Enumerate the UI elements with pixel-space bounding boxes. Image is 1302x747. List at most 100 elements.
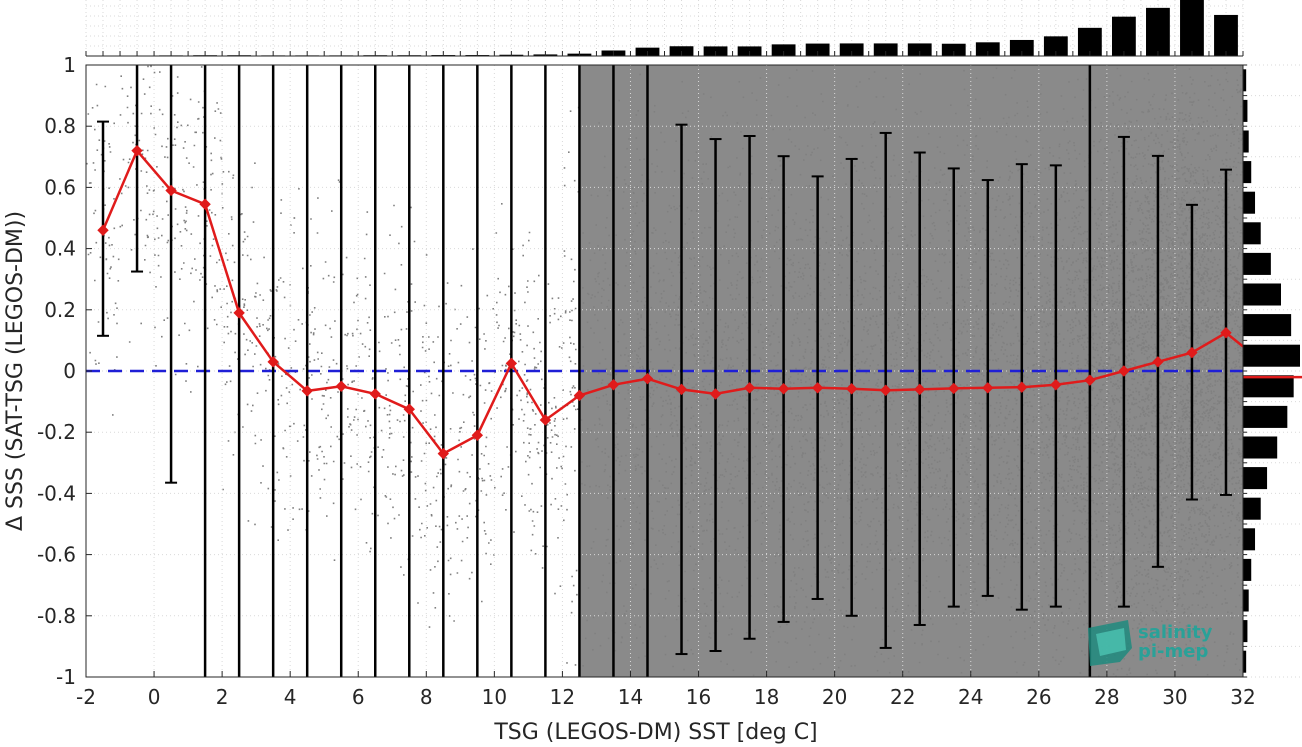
logo-line1: salinity: [1138, 622, 1213, 643]
right-histogram-grid: [1243, 64, 1302, 678]
mean-point: [607, 379, 620, 391]
y-tick-label: 1: [63, 53, 76, 77]
x-tick-label: 4: [284, 685, 297, 709]
mean-point: [777, 383, 790, 395]
y-tick-label: 0.6: [44, 175, 76, 199]
mean-point: [743, 382, 756, 394]
right-hist-bar: [1243, 620, 1248, 643]
x-tick-label: 6: [352, 685, 365, 709]
right-hist-bar: [1243, 589, 1249, 612]
mean-point: [369, 388, 381, 400]
y-axis-label: Δ SSS (SAT-TSG (LEGOS-DM)): [3, 211, 28, 531]
x-tick-label: 22: [890, 685, 915, 709]
logo-emblem-highlight: [1096, 628, 1126, 656]
right-hist-bar: [1243, 252, 1271, 275]
mean-point: [437, 447, 450, 460]
y-tick-label: -0.2: [37, 420, 76, 444]
mean-point: [709, 388, 722, 400]
mean-point: [982, 382, 994, 394]
right-hist-bar: [1243, 436, 1278, 459]
mean-point: [1118, 365, 1130, 377]
x-tick-label: 26: [1026, 685, 1051, 709]
y-tick-label: -0.6: [37, 543, 76, 567]
top-hist-bar: [771, 44, 796, 56]
mean-point: [267, 356, 279, 368]
right-hist-bar: [1243, 314, 1292, 337]
x-tick-label: 10: [482, 685, 507, 709]
top-hist-bar: [1146, 7, 1170, 56]
grid-lines: [86, 65, 1243, 677]
mean-series: [97, 144, 1243, 460]
x-tick-label: 20: [822, 685, 847, 709]
mean-point: [471, 429, 484, 441]
mean-point: [1084, 374, 1096, 386]
y-tick-label: 0.8: [44, 114, 76, 138]
mean-point: [131, 144, 143, 157]
x-tick-label: 2: [216, 685, 229, 709]
mean-point: [199, 198, 211, 210]
x-tick-label: -2: [76, 685, 96, 709]
mean-point: [1050, 379, 1062, 391]
top-hist-bar: [1077, 27, 1102, 56]
right-histogram: [1242, 64, 1302, 678]
mean-point: [845, 383, 858, 395]
right-hist-bar: [1243, 375, 1294, 398]
x-tick-label: 0: [148, 685, 161, 709]
right-hist-bar: [1243, 69, 1247, 92]
x-tick-label: 32: [1230, 685, 1255, 709]
mean-point: [675, 383, 688, 396]
top-hist-bar: [873, 43, 898, 56]
mean-point: [1152, 356, 1164, 368]
mean-point: [301, 385, 313, 397]
right-hist-bar: [1243, 467, 1268, 490]
right-hist-bar: [1243, 497, 1261, 520]
right-hist-bar: [1243, 650, 1247, 673]
top-hist-bar: [1180, 0, 1204, 56]
top-histogram: [85, 0, 1244, 57]
y-tick-label: -0.4: [37, 481, 76, 505]
right-hist-bar: [1243, 191, 1256, 214]
right-hist-bar: [1243, 344, 1300, 367]
logo-line2: pi-mep: [1138, 641, 1208, 662]
mean-point: [948, 382, 960, 395]
right-hist-bar: [1243, 283, 1281, 306]
right-hist-bar: [1243, 99, 1248, 122]
x-tick-label: 30: [1162, 685, 1187, 709]
right-hist-bar: [1243, 405, 1288, 428]
top-hist-bar: [1214, 14, 1238, 56]
top-hist-bar: [907, 43, 932, 56]
x-tick-label: 18: [754, 685, 779, 709]
x-tick-labels: -2 0 2 4 6 8 10 12 14 16 18 20 22 24 26 28 30 32: [76, 685, 1256, 709]
axis-ticks: [85, 64, 1244, 678]
right-hist-bar: [1243, 528, 1256, 551]
top-hist-bar: [839, 43, 864, 56]
top-hist-bar: [1009, 39, 1034, 56]
top-hist-bar: [975, 42, 1000, 56]
right-hist-bar: [1243, 161, 1252, 184]
top-hist-bar: [941, 43, 966, 56]
mean-point: [335, 380, 347, 393]
top-hist-bar: [1111, 16, 1136, 57]
x-tick-label: 12: [550, 685, 575, 709]
mean-point: [165, 184, 177, 197]
mean-point: [573, 389, 586, 402]
x-axis-label: TSG (LEGOS-DM) SST [deg C]: [493, 720, 817, 745]
y-tick-label: -1: [56, 665, 76, 689]
main-plot: -2 0 2 4 6 8 10 12 14 16 18 20 22 24 26 28 30 32 -1-0.8-0…: [37, 53, 1256, 709]
right-hist-bar: [1243, 558, 1252, 581]
mean-point: [403, 403, 415, 415]
mean-point: [505, 357, 518, 370]
mean-point: [539, 414, 552, 426]
mean-point: [914, 383, 926, 396]
mean-point: [97, 224, 109, 236]
y-tick-label: 0.2: [44, 298, 76, 322]
y-tick-labels: -1 -0.8 -0.6 -0.4 -0.2 0 0.2 0.4 0.6 0.8 1: [37, 53, 76, 689]
mean-point: [641, 372, 654, 385]
mean-point: [1220, 327, 1232, 339]
top-hist-bar: [805, 43, 830, 56]
y-tick-label: 0.4: [44, 237, 76, 261]
top-histogram-grid: [85, 0, 1244, 56]
right-hist-bar: [1243, 222, 1261, 245]
x-tick-label: 8: [420, 685, 433, 709]
